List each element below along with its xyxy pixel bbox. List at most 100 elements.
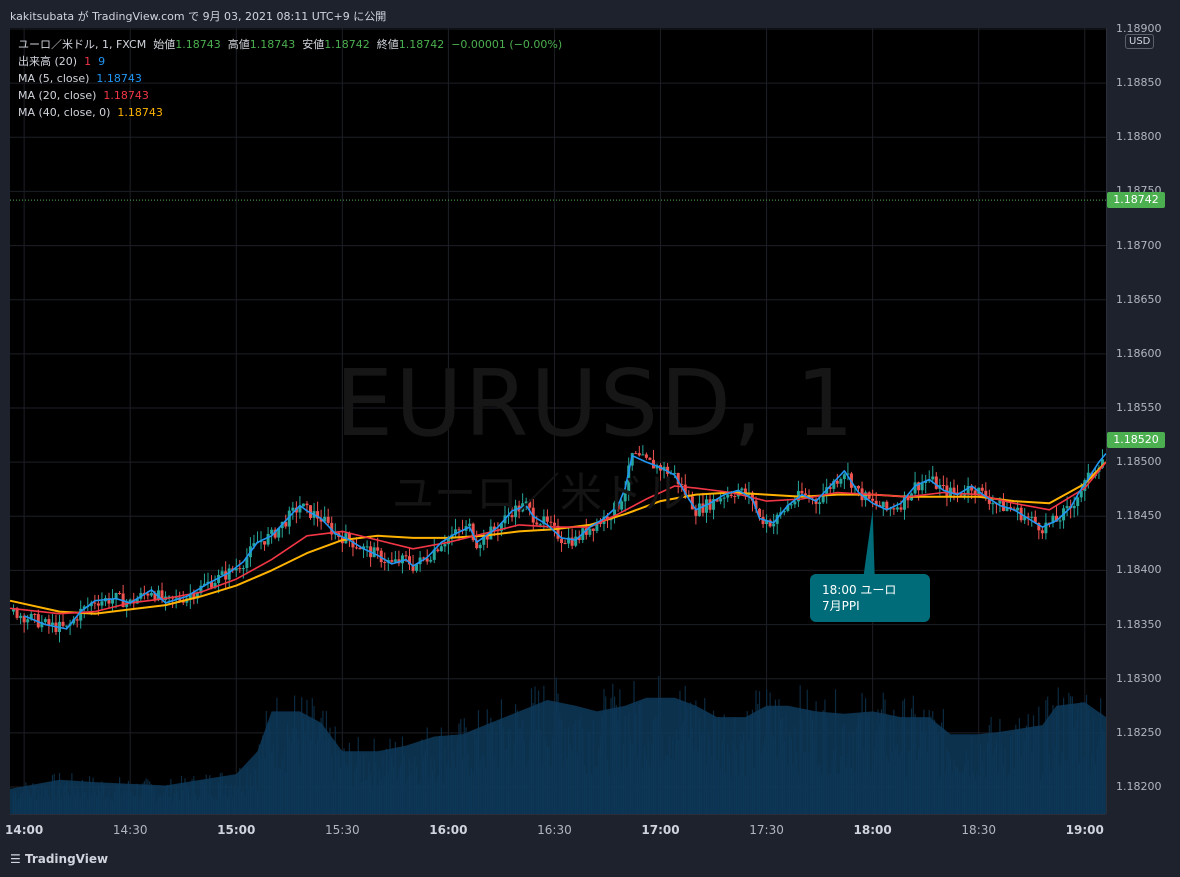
candle-body: [871, 498, 875, 501]
candle-body: [924, 481, 928, 483]
candle-body: [1051, 515, 1055, 524]
currency-badge[interactable]: USD: [1125, 34, 1155, 49]
candle-body: [800, 490, 804, 494]
candle-body: [36, 614, 40, 628]
candle-body: [765, 520, 769, 525]
candle-body: [468, 523, 472, 527]
candle-body: [50, 622, 54, 626]
candle-body: [418, 557, 422, 565]
candle-body: [326, 516, 330, 523]
candle-body: [570, 537, 574, 546]
price-tick-label: 1.18800: [1116, 130, 1162, 144]
candle-body: [673, 472, 677, 474]
candle-body: [107, 598, 111, 604]
candle-body: [436, 549, 440, 552]
time-tick-label: 17:00: [641, 823, 680, 837]
candle-body: [998, 499, 1002, 504]
candle-body: [542, 516, 546, 525]
candle-body: [323, 516, 327, 522]
legend-ma5-row[interactable]: MA (5, close) 1.18743: [18, 70, 562, 87]
candle-body: [715, 499, 719, 502]
candle-body: [637, 453, 641, 456]
legend-symbol: ユーロ／米ドル, 1, FXCM: [18, 38, 147, 51]
candle-body: [1055, 515, 1059, 522]
candle-body: [82, 606, 86, 609]
legend-high-label: 高値: [227, 38, 250, 51]
candle-body: [118, 592, 122, 594]
legend-ohlc-row[interactable]: ユーロ／米ドル, 1, FXCM 始値1.18743 高値1.18743 安値1…: [18, 36, 562, 53]
event-note[interactable]: 18:00 ユーロ 7月PPI: [810, 574, 930, 622]
candle-body: [153, 593, 157, 600]
candle-body: [485, 535, 489, 540]
candle-body: [641, 454, 645, 456]
tradingview-logo[interactable]: ☰ TradingView: [10, 852, 108, 866]
time-tick-label: 15:00: [217, 823, 256, 837]
candle-body: [238, 568, 242, 570]
candle-body: [793, 501, 797, 505]
candle-body: [72, 619, 76, 624]
tradingview-brand: TradingView: [24, 852, 109, 866]
candle-body: [789, 504, 793, 506]
candle-body: [174, 597, 178, 599]
candle-body: [864, 492, 868, 501]
candle-body: [1072, 506, 1076, 509]
candle-body: [676, 472, 680, 485]
candle-body: [26, 619, 30, 623]
candle-body: [1005, 507, 1009, 511]
candle-body: [379, 550, 383, 563]
candle-body: [1026, 516, 1030, 518]
price-tick-label: 1.18500: [1116, 455, 1162, 469]
candle-body: [482, 535, 486, 545]
candle-body: [224, 571, 228, 580]
legend-low-label: 安値: [302, 38, 325, 51]
legend-close-value: 1.18742: [398, 38, 445, 51]
chart-pane[interactable]: [10, 28, 1106, 814]
candle-body: [842, 474, 846, 480]
candle-body: [991, 503, 995, 505]
candle-body: [563, 543, 567, 545]
candle-body: [963, 494, 967, 496]
candle-body: [263, 541, 267, 545]
legend-volume-v1: 1: [84, 55, 92, 68]
candle-body: [697, 503, 701, 516]
time-axis[interactable]: 14:00 14:30 15:00 15:30 16:00 16:30 17:00 17:30…: [5, 814, 1106, 845]
candle-body: [966, 486, 970, 495]
candle-body: [499, 523, 503, 532]
candle-body: [443, 544, 447, 547]
candle-body: [284, 521, 288, 527]
candle-body: [217, 574, 221, 583]
candle-body: [786, 505, 790, 511]
last-price-tag: 1.18520: [1107, 432, 1165, 448]
candle-body: [266, 533, 270, 545]
legend-ma20-label: MA (20, close): [18, 89, 97, 102]
legend-ma20-row[interactable]: MA (20, close) 1.18743: [18, 87, 562, 104]
candle-body: [478, 544, 482, 549]
candle-body: [1100, 459, 1104, 468]
candle-body: [298, 506, 302, 513]
candle-body: [821, 494, 825, 503]
candle-body: [492, 526, 496, 530]
candle-body: [156, 590, 160, 600]
candle-body: [510, 515, 514, 518]
candle-body: [245, 557, 249, 569]
legend-ma40-label: MA (40, close, 0): [18, 106, 111, 119]
candle-body: [309, 505, 313, 518]
candle-body: [270, 529, 274, 534]
candle-body: [372, 547, 376, 558]
candle-body: [902, 495, 906, 510]
candle-body: [818, 502, 822, 504]
candle-body: [439, 546, 443, 552]
candle-body: [1033, 516, 1037, 524]
candle-body: [941, 485, 945, 487]
candle-body: [761, 516, 765, 525]
candle-body: [301, 503, 305, 507]
candle-body: [719, 498, 723, 502]
candle-body: [591, 528, 595, 531]
legend-volume-label: 出来高 (20): [18, 55, 78, 68]
candle-body: [545, 516, 549, 522]
legend-ma40-row[interactable]: MA (40, close, 0) 1.18743: [18, 104, 562, 121]
candle-body: [33, 613, 37, 615]
price-tick-label: 1.18200: [1116, 780, 1162, 793]
price-axis[interactable]: [1106, 28, 1180, 814]
legend-volume-row[interactable]: 出来高 (20) 1 9: [18, 53, 562, 70]
